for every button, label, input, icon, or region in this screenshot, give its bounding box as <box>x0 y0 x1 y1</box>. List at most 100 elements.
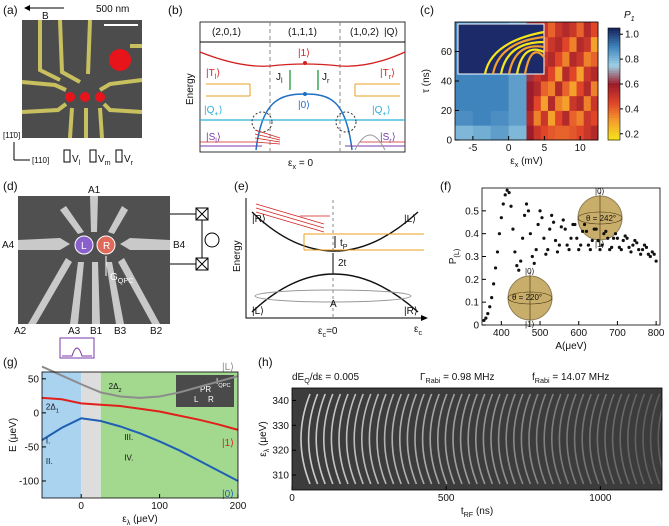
data-point <box>575 236 579 240</box>
levels-orange <box>303 233 424 251</box>
text-part: |T <box>380 68 389 79</box>
subscript: 1 <box>56 408 59 414</box>
panel-label: (b) <box>168 3 183 17</box>
heatmap-cell <box>590 81 599 97</box>
text-part: /dε = 0.005 <box>310 372 360 383</box>
heatmap-cell <box>583 66 592 82</box>
panel-label: (g) <box>3 355 18 369</box>
chevron <box>338 393 349 485</box>
panel-label: (e) <box>234 179 249 193</box>
heatmap-cell <box>555 125 563 141</box>
heatmap-cell <box>562 22 570 38</box>
subscript: l <box>281 76 283 85</box>
heatmap-cell <box>540 95 549 111</box>
text-part: |Q <box>204 105 215 116</box>
text-part: t <box>340 238 343 249</box>
gate-label: A3 <box>68 326 81 337</box>
subscript: r <box>131 158 134 167</box>
y-tick-label: 310 <box>272 471 289 482</box>
data-point <box>550 213 554 217</box>
chevron <box>528 393 539 485</box>
field-label: B <box>42 11 49 22</box>
gate <box>68 107 74 139</box>
series-line <box>41 396 239 431</box>
data-point <box>648 254 652 259</box>
data-point <box>582 222 587 227</box>
colorbar-slice <box>608 137 620 141</box>
data-point <box>573 222 577 227</box>
colorbar-slice <box>608 72 620 76</box>
x-tick-label: 100 <box>151 501 168 512</box>
data-point <box>540 216 544 220</box>
text-part: = 0.98 MHz <box>440 372 494 383</box>
heatmap-cell <box>547 51 556 67</box>
data-point <box>501 202 505 206</box>
data-point <box>519 259 523 263</box>
colorbar-slice <box>608 67 620 71</box>
colorbar-slice <box>608 130 620 133</box>
chevron <box>627 393 638 485</box>
chevron <box>619 393 630 485</box>
inset-fringe <box>515 48 545 75</box>
chevron <box>421 393 433 485</box>
y-tick-label: 40 <box>441 77 453 88</box>
data-point <box>565 243 569 247</box>
heatmap-cell <box>547 81 556 97</box>
frame <box>199 21 406 153</box>
data-point <box>503 193 507 197</box>
x-tick-label: 5 <box>542 143 548 154</box>
x-tick-label: 10 <box>575 143 587 154</box>
chevron <box>649 393 661 485</box>
heatmap-cell <box>583 22 592 38</box>
chevron <box>391 393 402 485</box>
chevron <box>399 393 410 485</box>
heatmap-cell <box>562 36 570 52</box>
chevron <box>551 393 562 485</box>
subscript: RF <box>464 510 474 519</box>
chevron <box>573 393 585 485</box>
data-point <box>581 229 585 233</box>
text-part: (mV) <box>518 156 542 167</box>
colorbar-slice <box>608 80 620 84</box>
colorbar-slice <box>608 92 620 96</box>
data-point <box>600 243 604 247</box>
heatmap-cell <box>533 95 542 111</box>
data-point <box>642 243 647 247</box>
image-background <box>292 388 662 490</box>
inset-fringe <box>499 40 545 75</box>
panel-a: (a) B 500 nm [11̄0] [110] Vl <box>3 3 143 167</box>
subscript: x <box>292 162 296 171</box>
chevron <box>376 393 387 485</box>
data-point <box>528 232 532 236</box>
chevron <box>497 393 509 485</box>
data-point <box>608 248 612 252</box>
data-point <box>551 220 556 224</box>
crystal-axes <box>13 142 30 161</box>
data-point <box>515 264 519 268</box>
amplitude-label: A <box>330 299 337 310</box>
subscript: P <box>343 242 348 251</box>
text-part: V <box>72 154 79 165</box>
text-part: ⟩ <box>216 68 220 79</box>
gate <box>86 19 92 75</box>
data-point <box>488 305 492 309</box>
gate <box>21 80 67 92</box>
data-point <box>524 202 529 206</box>
subscript: c <box>322 330 326 339</box>
heatmap-cell <box>569 81 577 97</box>
state-label: |R⟩ <box>252 214 266 225</box>
chevron <box>300 393 311 485</box>
data-point <box>586 243 591 247</box>
region <box>42 372 82 498</box>
y-tick-label: 0.3 <box>465 252 479 263</box>
arrow-head <box>421 315 428 321</box>
colorbar-slice <box>608 75 620 79</box>
data-point <box>513 250 517 254</box>
subscript: + <box>382 109 386 118</box>
x-axis-label: A(μeV) <box>555 341 586 352</box>
heatmap-cell <box>540 125 549 141</box>
colorbar-slice <box>608 97 620 101</box>
text-part: ⟩ <box>217 132 221 143</box>
gate <box>98 78 143 92</box>
text-part: P <box>624 10 631 21</box>
